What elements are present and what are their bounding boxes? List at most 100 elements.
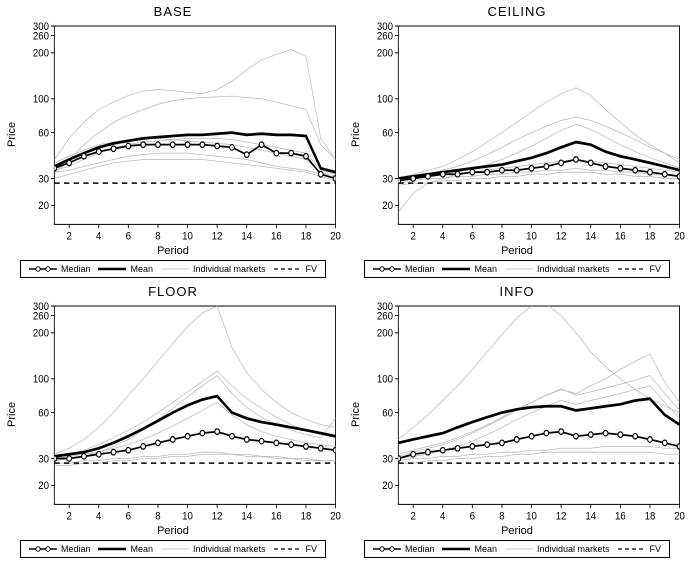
legend-label: Mean <box>130 264 153 274</box>
legend: Median Mean Individual markets FV <box>364 260 670 278</box>
legend-fv: FV <box>274 544 318 554</box>
svg-text:2: 2 <box>410 230 416 243</box>
svg-text:6: 6 <box>470 230 476 243</box>
legend-label: Mean <box>474 544 497 554</box>
legend-label: Individual markets <box>537 264 610 274</box>
svg-text:16: 16 <box>615 510 626 523</box>
legend-label: FV <box>306 544 318 554</box>
svg-text:4: 4 <box>96 230 102 243</box>
legend: Median Mean Individual markets FV <box>364 540 670 558</box>
legend-median: Median <box>373 264 435 274</box>
svg-text:300: 300 <box>377 21 393 33</box>
chart-area: Price 2030601002002603002468101214161820 <box>348 301 686 527</box>
panel-ceiling: CEILING Price 20306010020026030024681012… <box>348 4 686 278</box>
svg-text:200: 200 <box>33 47 49 60</box>
svg-text:4: 4 <box>96 510 102 523</box>
svg-text:200: 200 <box>377 327 393 340</box>
panel-base: BASE Price 20306010020026030024681012141… <box>4 4 342 278</box>
svg-text:30: 30 <box>382 453 393 466</box>
svg-text:14: 14 <box>241 230 252 243</box>
svg-text:200: 200 <box>33 327 49 340</box>
legend-label: FV <box>650 544 662 554</box>
legend-mean: Mean <box>442 544 497 554</box>
svg-text:8: 8 <box>155 230 161 243</box>
y-axis-label: Price <box>4 301 20 527</box>
svg-text:60: 60 <box>38 127 49 140</box>
legend-fv: FV <box>274 264 318 274</box>
svg-text:14: 14 <box>241 510 252 523</box>
legend-label: FV <box>650 264 662 274</box>
svg-text:2: 2 <box>66 510 72 523</box>
legend-mean: Mean <box>98 544 153 554</box>
svg-text:18: 18 <box>301 230 312 243</box>
svg-text:8: 8 <box>499 510 505 523</box>
svg-holder: 2030601002002603002468101214161820 <box>20 301 342 527</box>
svg-text:2: 2 <box>410 510 416 523</box>
chart-area: Price 2030601002002603002468101214161820 <box>348 21 686 247</box>
svg-text:20: 20 <box>330 230 341 243</box>
svg-text:6: 6 <box>470 510 476 523</box>
svg-text:10: 10 <box>526 510 537 523</box>
legend: Median Mean Individual markets FV <box>20 260 326 278</box>
svg-text:30: 30 <box>38 173 49 186</box>
svg-text:10: 10 <box>182 510 193 523</box>
y-axis-label: Price <box>348 301 364 527</box>
svg-text:300: 300 <box>377 301 393 313</box>
legend-fv: FV <box>618 544 662 554</box>
svg-text:20: 20 <box>38 479 49 492</box>
svg-text:20: 20 <box>382 479 393 492</box>
svg-text:12: 12 <box>212 510 223 523</box>
svg-text:60: 60 <box>382 407 393 420</box>
svg-text:14: 14 <box>585 230 596 243</box>
svg-text:300: 300 <box>33 21 49 33</box>
legend-label: Individual markets <box>193 264 266 274</box>
svg-text:100: 100 <box>33 93 49 106</box>
svg-text:60: 60 <box>382 127 393 140</box>
svg-holder: 2030601002002603002468101214161820 <box>364 21 686 247</box>
svg-text:20: 20 <box>382 199 393 212</box>
svg-text:300: 300 <box>33 301 49 313</box>
legend-mean: Mean <box>98 264 153 274</box>
svg-text:20: 20 <box>674 230 685 243</box>
legend-label: Median <box>61 264 91 274</box>
legend-label: FV <box>306 264 318 274</box>
chart-area: Price 2030601002002603002468101214161820 <box>4 21 342 247</box>
y-axis-label: Price <box>4 21 20 247</box>
svg-text:2: 2 <box>66 230 72 243</box>
svg-text:100: 100 <box>33 373 49 386</box>
legend-median: Median <box>29 264 91 274</box>
svg-text:10: 10 <box>526 230 537 243</box>
legend-label: Median <box>405 544 435 554</box>
svg-text:6: 6 <box>126 230 132 243</box>
legend-label: Mean <box>474 264 497 274</box>
legend-individual: Individual markets <box>161 544 266 554</box>
panel-info: INFO Price 20306010020026030024681012141… <box>348 284 686 558</box>
panel-title: INFO <box>499 284 534 299</box>
svg-text:4: 4 <box>440 510 446 523</box>
svg-text:100: 100 <box>377 373 393 386</box>
svg-text:20: 20 <box>330 510 341 523</box>
svg-text:30: 30 <box>382 173 393 186</box>
panel-title: FLOOR <box>148 284 198 299</box>
svg-text:18: 18 <box>301 510 312 523</box>
legend-label: Mean <box>130 544 153 554</box>
svg-text:100: 100 <box>377 93 393 106</box>
legend-label: Median <box>405 264 435 274</box>
svg-holder: 2030601002002603002468101214161820 <box>20 21 342 247</box>
svg-text:16: 16 <box>615 230 626 243</box>
legend-label: Median <box>61 544 91 554</box>
svg-text:60: 60 <box>38 407 49 420</box>
svg-text:8: 8 <box>155 510 161 523</box>
svg-text:20: 20 <box>674 510 685 523</box>
svg-text:12: 12 <box>212 230 223 243</box>
legend-label: Individual markets <box>193 544 266 554</box>
legend: Median Mean Individual markets FV <box>20 540 326 558</box>
svg-text:8: 8 <box>499 230 505 243</box>
svg-text:12: 12 <box>556 230 567 243</box>
chart-area: Price 2030601002002603002468101214161820 <box>4 301 342 527</box>
svg-text:12: 12 <box>556 510 567 523</box>
svg-text:4: 4 <box>440 230 446 243</box>
svg-text:18: 18 <box>645 230 656 243</box>
svg-text:6: 6 <box>126 510 132 523</box>
svg-text:18: 18 <box>645 510 656 523</box>
